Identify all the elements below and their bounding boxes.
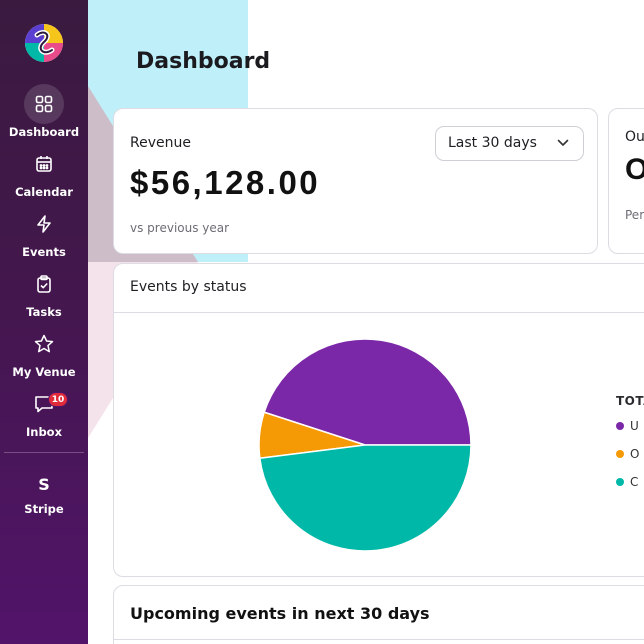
sidebar-item-calendar[interactable]: Calendar <box>0 144 88 199</box>
card-title: Events by status <box>130 279 247 295</box>
legend-title: TOTA <box>616 394 644 408</box>
divider <box>114 639 644 640</box>
outstanding-card: Ou O Per <box>608 108 644 254</box>
page-title: Dashboard <box>136 49 271 74</box>
date-range-value: Last 30 days <box>448 135 537 151</box>
sidebar-divider <box>4 452 84 453</box>
sidebar-item-dashboard[interactable]: Dashboard <box>0 84 88 139</box>
grid-icon <box>35 95 53 113</box>
legend-label: U <box>630 419 639 433</box>
revenue-label: Revenue <box>130 135 191 151</box>
pie-slice-completed[interactable] <box>258 444 472 552</box>
chart-legend: TOTA U O C <box>616 394 644 496</box>
status-pie-chart <box>258 338 472 552</box>
sidebar-item-stripe[interactable]: S Stripe <box>0 474 88 516</box>
card-title: Upcoming events in next 30 days <box>130 604 430 623</box>
legend-swatch <box>616 478 624 486</box>
stripe-icon: S <box>38 475 50 494</box>
outstanding-value: O <box>625 153 644 186</box>
revenue-value: $56,128.00 <box>130 164 321 201</box>
legend-swatch <box>616 450 624 458</box>
outstanding-label: Ou <box>625 129 644 145</box>
legend-swatch <box>616 422 624 430</box>
date-range-select[interactable]: Last 30 days <box>435 126 584 161</box>
legend-label: C <box>630 475 639 489</box>
lightning-icon <box>37 215 51 233</box>
sidebar-item-tasks[interactable]: Tasks <box>0 264 88 319</box>
sidebar-item-events[interactable]: Events <box>0 204 88 259</box>
sidebar-item-label: Dashboard <box>8 125 80 139</box>
revenue-card: Revenue $56,128.00 vs previous year Last… <box>113 108 598 254</box>
sidebar-item-label: Calendar <box>15 185 73 199</box>
outstanding-sub: Per <box>625 208 644 222</box>
sidebar-item-label: Events <box>22 245 66 259</box>
chevron-down-icon <box>557 139 569 146</box>
sidebar: Dashboard Calendar Events Tasks <box>0 0 88 644</box>
sidebar-item-my-venue[interactable]: My Venue <box>0 324 88 379</box>
sidebar-item-inbox[interactable]: 10 Inbox <box>0 384 88 439</box>
app-logo[interactable] <box>24 23 64 63</box>
sidebar-item-label: Inbox <box>25 425 63 439</box>
sidebar-item-label: My Venue <box>12 365 76 379</box>
revenue-comparison: vs previous year <box>130 221 230 235</box>
sidebar-item-label: Stripe <box>24 502 64 516</box>
pie-slice-upcoming[interactable] <box>263 338 472 446</box>
star-icon <box>34 334 54 353</box>
legend-item[interactable]: U <box>616 412 644 440</box>
card-header: Events by status <box>114 264 644 313</box>
upcoming-events-card: Upcoming events in next 30 days <box>113 585 644 644</box>
sidebar-item-label: Tasks <box>26 305 62 319</box>
main-content: Dashboard Revenue $56,128.00 vs previous… <box>88 0 644 644</box>
inbox-badge: 10 <box>48 392 68 407</box>
legend-item[interactable]: C <box>616 468 644 496</box>
legend-item[interactable]: O <box>616 440 644 468</box>
calendar-icon <box>36 156 52 172</box>
legend-label: O <box>630 447 640 461</box>
clipboard-icon <box>37 275 51 293</box>
events-by-status-card: Events by status TOTA U O C <box>113 263 644 577</box>
